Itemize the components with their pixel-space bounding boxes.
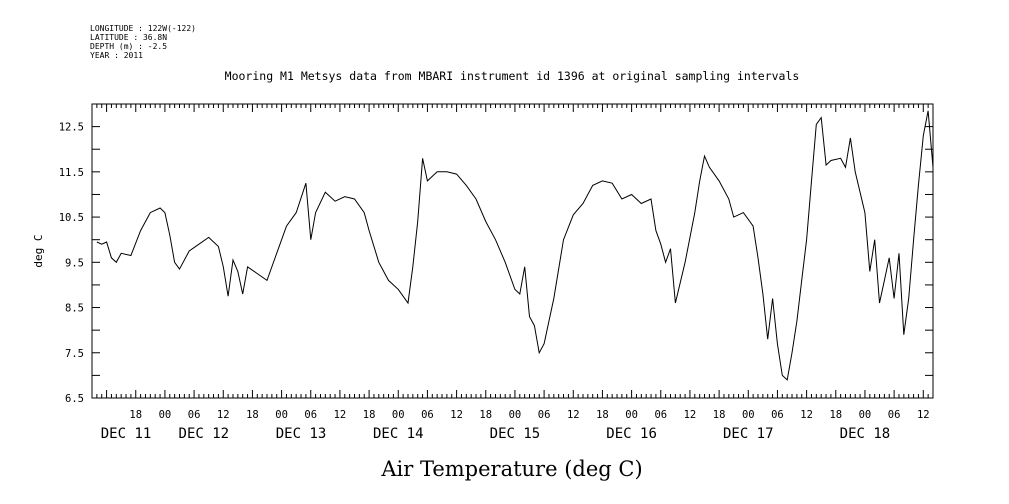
x-tick-label: 18: [363, 409, 376, 421]
x-date-label: DEC 15: [490, 426, 541, 442]
x-date-labels: DEC 11 DEC 12 DEC 13 DEC 14 DEC 15 DEC 16 DEC …: [101, 426, 890, 442]
x-tick-label: 18: [713, 409, 726, 421]
y-tick-label: 7.5: [65, 348, 84, 360]
x-tick-label: 06: [188, 409, 201, 421]
depth-label: DEPTH (m) : -2.5: [90, 42, 167, 51]
x-date-label: DEC 13: [276, 426, 327, 442]
x-tick-label: 12: [917, 409, 930, 421]
plot-frame: [91, 103, 934, 399]
x-tick-label: 12: [334, 409, 347, 421]
x-tick-label: 18: [479, 409, 492, 421]
x-axis-label: Air Temperature (deg C): [380, 457, 642, 481]
x-tick-label: 00: [392, 409, 405, 421]
y-tick-label: 9.5: [65, 257, 84, 269]
x-date-label: DEC 12: [179, 426, 230, 442]
x-tick-label: 00: [625, 409, 638, 421]
x-date-label: DEC 16: [606, 426, 657, 442]
x-date-label: DEC 11: [101, 426, 152, 442]
x-tick-label: 12: [684, 409, 697, 421]
x-tick-label: 12: [450, 409, 463, 421]
y-tick-label: 6.5: [65, 393, 84, 405]
x-tick-label: 00: [859, 409, 872, 421]
y-tick-label: 8.5: [65, 303, 84, 315]
x-tick-label: 12: [800, 409, 813, 421]
x-tick-label: 18: [596, 409, 609, 421]
longitude-label: LONGITUDE : 122W(-122): [90, 24, 196, 33]
chart-title: Mooring M1 Metsys data from MBARI instru…: [225, 69, 800, 83]
latitude-label: LATITUDE : 36.8N: [90, 33, 167, 42]
air-temperature-line: [96, 110, 934, 381]
x-tick-label: 06: [654, 409, 667, 421]
x-date-label: DEC 17: [723, 426, 774, 442]
x-tick-label: 06: [421, 409, 434, 421]
axis-ticks: [91, 103, 934, 399]
x-tick-label: 00: [509, 409, 522, 421]
x-tick-label: 12: [217, 409, 230, 421]
x-date-label: DEC 14: [373, 426, 424, 442]
x-tick-label: 06: [771, 409, 784, 421]
x-tick-label: 00: [159, 409, 172, 421]
x-tick-label: 18: [129, 409, 142, 421]
x-tick-labels: 18 00 06 12 18 00 06 12 18 00 06 12 18 00 06 12 18 00 06 12…: [129, 409, 929, 421]
x-tick-label: 12: [567, 409, 580, 421]
x-tick-label: 00: [275, 409, 288, 421]
x-tick-label: 18: [829, 409, 842, 421]
x-tick-label: 06: [888, 409, 901, 421]
x-tick-label: 18: [246, 409, 259, 421]
x-tick-label: 06: [538, 409, 551, 421]
x-tick-label: 00: [742, 409, 755, 421]
y-tick-label: 12.5: [59, 122, 84, 134]
y-axis-label: deg C: [32, 234, 45, 267]
y-tick-label: 11.5: [59, 167, 84, 179]
y-tick-label: 10.5: [59, 212, 84, 224]
y-tick-labels: 6.5 7.5 8.5 9.5 10.5 11.5 12.5: [59, 122, 84, 405]
x-tick-label: 06: [304, 409, 317, 421]
year-label: YEAR : 2011: [90, 51, 143, 60]
x-date-label: DEC 18: [840, 426, 891, 442]
